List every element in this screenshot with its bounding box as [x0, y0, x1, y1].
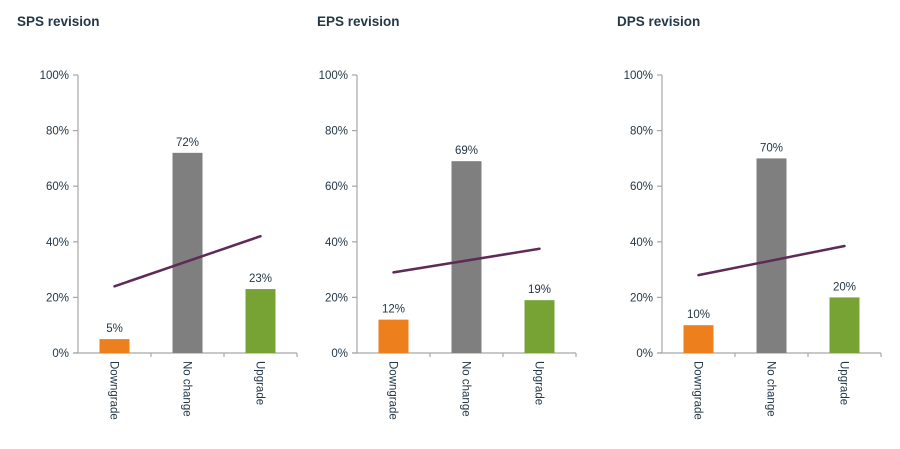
chart-panel-sps: SPS revision 0% 20% 40% 60% 80% 100% 5% Downgra…	[0, 0, 300, 449]
bar-no-change	[172, 152, 203, 353]
bar-value-label: 23%	[249, 273, 272, 285]
sps-bar-chart: 0% 20% 40% 60% 80% 100% 5% Downgrade 72% No chang…	[40, 70, 298, 420]
chart-panel-dps: DPS revision 0% 20% 40% 60% 80% 100% 10% Downgr…	[600, 0, 900, 449]
y-axis-label: 40%	[630, 237, 653, 249]
chart-panel-eps: EPS revision 0% 20% 40% 60% 80% 100% 12% Downgr…	[300, 0, 600, 449]
bar-value-label: 10%	[687, 309, 710, 321]
bar-value-label: 12%	[382, 304, 405, 316]
category-label: Upgrade	[254, 361, 266, 405]
y-axis-label: 60%	[630, 181, 653, 193]
y-axis-label: 40%	[325, 237, 348, 249]
y-axis-label: 20%	[325, 292, 348, 304]
category-label: No change	[181, 361, 193, 417]
y-axis-label: 60%	[46, 181, 69, 193]
y-axis-label: 80%	[325, 126, 348, 138]
category-label: No change	[460, 361, 472, 417]
y-axis-label: 40%	[46, 237, 69, 249]
y-axis-label: 0%	[331, 348, 348, 360]
trend-line	[392, 247, 541, 274]
trend-line	[113, 234, 262, 288]
y-axis-label: 80%	[46, 126, 69, 138]
eps-bar-chart: 0% 20% 40% 60% 80% 100% 12% Downgrade 69% No chan…	[319, 70, 577, 420]
bar-upgrade	[245, 289, 276, 353]
bar-downgrade	[99, 339, 130, 353]
trend-line	[697, 244, 846, 277]
bar-downgrade	[378, 319, 409, 353]
y-axis-label: 100%	[624, 70, 653, 82]
bar-no-change	[756, 158, 787, 353]
category-label: Downgrade	[387, 361, 399, 420]
category-label: Upgrade	[533, 361, 545, 405]
chart-title-eps: EPS revision	[317, 14, 400, 29]
bar-value-label: 5%	[106, 323, 123, 335]
y-axis-label: 20%	[46, 292, 69, 304]
bar-upgrade	[524, 300, 555, 353]
y-axis-label: 0%	[636, 348, 653, 360]
dps-bar-chart: 0% 20% 40% 60% 80% 100% 10% Downgrade 70% No chan…	[624, 70, 882, 420]
chart-title-dps: DPS revision	[617, 14, 701, 29]
category-label: Downgrade	[692, 361, 704, 420]
bar-value-label: 19%	[528, 284, 551, 296]
bar-no-change	[451, 161, 482, 353]
y-axis-label: 60%	[325, 181, 348, 193]
y-axis-label: 100%	[40, 70, 69, 82]
y-axis-label: 20%	[630, 292, 653, 304]
y-axis-label: 80%	[630, 126, 653, 138]
category-label: Upgrade	[838, 361, 850, 405]
bar-value-label: 70%	[760, 142, 783, 154]
bar-downgrade	[683, 325, 714, 353]
category-label: No change	[765, 361, 777, 417]
y-axis-label: 100%	[319, 70, 348, 82]
bar-value-label: 20%	[833, 281, 856, 293]
y-axis-label: 0%	[52, 348, 69, 360]
bar-value-label: 72%	[176, 137, 199, 149]
category-label: Downgrade	[108, 361, 120, 420]
bar-value-label: 69%	[455, 145, 478, 157]
chart-title-sps: SPS revision	[17, 14, 100, 29]
bar-upgrade	[829, 297, 860, 353]
